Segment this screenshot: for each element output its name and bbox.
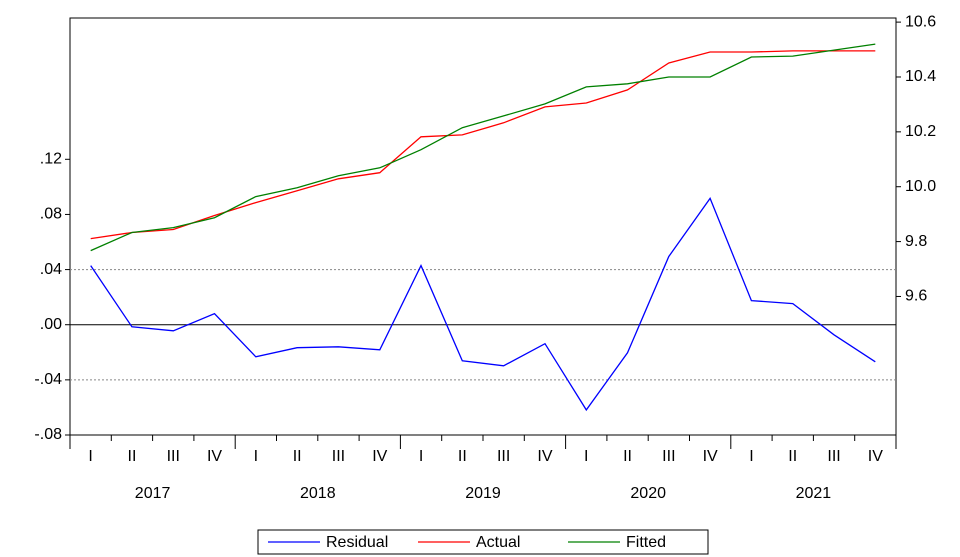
legend-label: Residual — [326, 534, 388, 551]
x-tick-label: IV — [372, 448, 387, 465]
x-tick-label: II — [293, 448, 302, 465]
y-tick-label: .12 — [40, 151, 62, 168]
x-tick-label: III — [827, 448, 840, 465]
x-tick-label: I — [419, 448, 423, 465]
x-tick-label: II — [458, 448, 467, 465]
series-line — [90, 197, 876, 412]
y2-tick-label: 10.6 — [905, 13, 936, 30]
x-tick-label: I — [254, 448, 258, 465]
y2-tick-label: 10.2 — [905, 123, 936, 140]
x-tick-label: IV — [537, 448, 552, 465]
y2-tick-label: 10.4 — [905, 68, 936, 85]
x-tick-label: III — [167, 448, 180, 465]
plot-frame — [69, 17, 897, 436]
x-tick-label: I — [88, 448, 92, 465]
group-label: 2021 — [796, 485, 832, 502]
legend-label: Fitted — [626, 534, 666, 551]
group-label: 2017 — [135, 485, 171, 502]
x-tick-label: III — [497, 448, 510, 465]
series-line — [90, 43, 876, 252]
y-tick-label: .08 — [40, 206, 62, 223]
x-tick-label: IV — [868, 448, 883, 465]
y2-tick-label: 10.0 — [905, 178, 936, 195]
x-tick-label: I — [584, 448, 588, 465]
x-tick-label: III — [662, 448, 675, 465]
x-tick-label: II — [128, 448, 137, 465]
y2-tick-label: 9.6 — [905, 288, 927, 305]
x-tick-label: II — [623, 448, 632, 465]
group-label: 2019 — [465, 485, 501, 502]
group-label: 2020 — [630, 485, 666, 502]
y-tick-label: .00 — [40, 316, 62, 333]
x-tick-label: IV — [703, 448, 718, 465]
y-tick-label: -.04 — [34, 371, 62, 388]
legend-box — [257, 529, 709, 555]
y-tick-label: .04 — [40, 261, 62, 278]
x-tick-label: I — [749, 448, 753, 465]
series-line — [90, 50, 876, 240]
y2-tick-label: 9.8 — [905, 233, 927, 250]
x-tick-label: IV — [207, 448, 222, 465]
x-tick-label: III — [332, 448, 345, 465]
y-tick-label: -.08 — [34, 426, 62, 443]
legend-label: Actual — [476, 534, 520, 551]
x-tick-label: II — [788, 448, 797, 465]
group-label: 2018 — [300, 485, 336, 502]
